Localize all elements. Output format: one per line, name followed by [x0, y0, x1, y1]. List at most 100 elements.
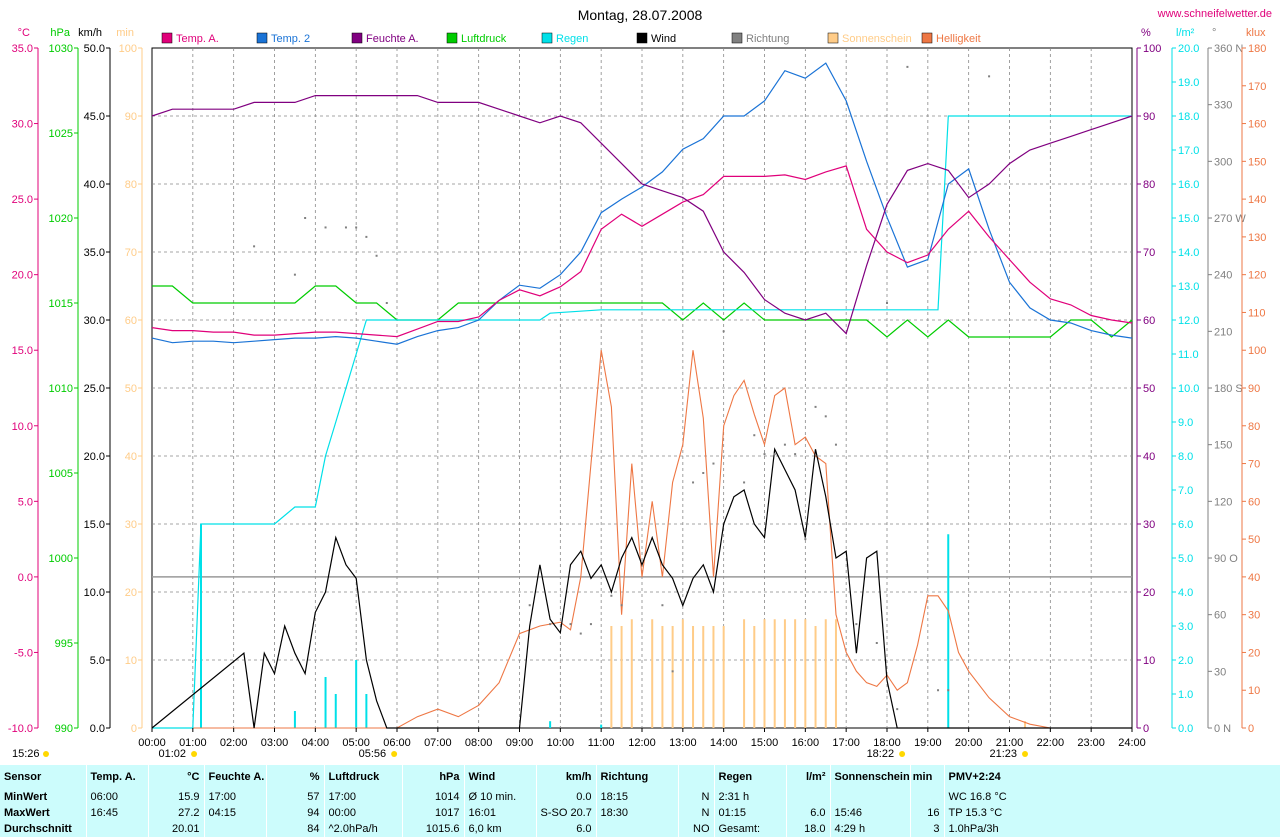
summary-cell: 2:31 h	[713, 789, 786, 805]
right-axis-tick-label: 13.0	[1178, 281, 1199, 293]
summary-cell: 01:15	[713, 805, 786, 821]
right-axis-tick-label: 9.0	[1178, 417, 1193, 429]
right-axis-tick-label: 14.0	[1178, 247, 1199, 259]
summary-cell: N	[677, 789, 714, 805]
summary-row: MaxWert 16:45 27.2 04:15 94 00:00 1017 16:01 S-S…	[0, 805, 1280, 821]
left-axis-tick-label: 10.0	[84, 587, 105, 599]
summary-cell: 6.0	[785, 805, 830, 821]
right-axis-tick-label: 170	[1248, 81, 1266, 93]
summary-cell: Gesamt:	[713, 821, 786, 837]
astro-time-label: 15:26	[12, 748, 40, 760]
direction-point	[988, 75, 991, 78]
legend-label: Wind	[651, 33, 676, 45]
right-axis-tick-label: 110	[1248, 307, 1266, 319]
right-axis-tick-label: 0	[1248, 723, 1254, 735]
right-axis-tick-label: 8.0	[1178, 451, 1193, 463]
right-axis-tick-label: 40	[1143, 451, 1155, 463]
summary-cell: MinWert	[4, 791, 48, 803]
direction-point	[937, 689, 940, 692]
legend-swatch	[161, 32, 173, 44]
left-axis-tick-label: 30.0	[84, 315, 105, 327]
left-axis-tick-label: 20	[125, 587, 137, 599]
left-axis-tick-label: 1005	[49, 468, 73, 480]
summary-cell: 3	[909, 821, 944, 837]
x-axis-tick-label: 10:00	[547, 737, 575, 749]
left-axis-tick-label: 1010	[49, 383, 73, 395]
left-axis-tick-label: 10	[125, 655, 137, 667]
right-axis-tick-label: 50	[1143, 383, 1155, 395]
direction-point	[702, 472, 705, 474]
direction-point	[344, 226, 347, 229]
right-axis-tick-label: 70	[1248, 459, 1260, 471]
right-axis-tick-label: 17.0	[1178, 145, 1199, 157]
legend: Temp. A. Temp. 2 Feuchte A. Luftdruck Regen W…	[161, 32, 981, 45]
x-axis-tick-label: 01:00	[179, 737, 207, 749]
right-axis-tick-label: 240	[1214, 270, 1232, 282]
left-axis-tick-label: 990	[55, 723, 73, 735]
summary-cell	[203, 821, 266, 837]
x-axis-tick-label: 20:00	[955, 737, 983, 749]
left-axis-tick-label: -10.0	[8, 723, 33, 735]
summary-cell: 1014	[401, 789, 464, 805]
legend-label: Temp. 2	[271, 33, 310, 45]
summary-cell	[85, 821, 148, 837]
x-axis-tick-label: 09:00	[506, 737, 534, 749]
right-axis-tick-label: 60	[1143, 315, 1155, 327]
summary-cell: 17:00	[203, 789, 266, 805]
right-axis-tick-label: 330	[1214, 100, 1232, 112]
summary-cell	[909, 789, 944, 805]
left-axis-tick-label: 1030	[49, 43, 73, 55]
left-axis-tick-label: 25.0	[84, 383, 105, 395]
right-axis-tick-label: 40	[1248, 572, 1260, 584]
right-axis-tick-label: 90	[1248, 383, 1260, 395]
x-axis-tick-label: 18:00	[873, 737, 901, 749]
right-axis-tick-label: 3.0	[1178, 621, 1193, 633]
humidity-line	[151, 94, 1133, 335]
right-axis-tick-label: 270 W	[1214, 213, 1246, 225]
summary-header-row: Sensor Temp. A. °C Feuchte A.% Luftdruck hPa W…	[0, 765, 1280, 789]
x-axis-tick-label: 23:00	[1077, 737, 1105, 749]
website-link[interactable]: www.schneifelwetter.de	[1157, 8, 1272, 20]
right-axis-tick-label: 210	[1214, 326, 1232, 338]
summary-cell: 16:45	[85, 805, 148, 821]
summary-cell: 00:00	[323, 805, 402, 821]
right-axis-tick-label: 0.0	[1178, 723, 1193, 735]
right-axis-tick-label: 20	[1143, 587, 1155, 599]
astro-time-label: 01:02	[159, 748, 187, 760]
astro-time-label: 18:22	[867, 748, 895, 760]
astro-marker-icon	[1022, 751, 1029, 757]
summary-cell: %	[265, 765, 324, 789]
summary-cell: 1015.6	[401, 821, 464, 837]
summary-cell: 6,0 km	[463, 821, 536, 837]
legend-label: Feuchte A.	[366, 33, 419, 45]
direction-point	[620, 604, 623, 607]
rain-line	[152, 115, 1132, 729]
right-axis-tick-label: 180	[1248, 43, 1266, 55]
chart-title: Montag, 28.07.2008	[578, 7, 703, 23]
right-axis-tick-label: 100	[1143, 43, 1161, 55]
astro-marker-icon	[191, 751, 198, 757]
astro-marker-icon	[899, 751, 906, 757]
weather-chart: Montag, 28.07.2008 www.schneifelwetter.d…	[8, 7, 1272, 760]
summary-cell	[595, 821, 678, 837]
wind-line	[151, 447, 1132, 729]
direction-point	[324, 226, 327, 229]
left-axis-tick-label: 0.0	[18, 572, 33, 584]
left-axis-tick-label: 35.0	[84, 247, 105, 259]
left-axis-tick-label: 30	[125, 519, 137, 531]
right-axis-tick-label: 100	[1248, 345, 1266, 357]
right-axis-tick-label: 30	[1143, 519, 1155, 531]
summary-cell: Luftdruck	[323, 765, 402, 789]
summary-cell	[829, 789, 910, 805]
left-axis-tick-label: -5.0	[14, 647, 33, 659]
summary-cell: 57	[265, 789, 324, 805]
left-axis-tick-label: 50	[125, 383, 137, 395]
right-axis-tick-label: 60	[1248, 496, 1260, 508]
tempa-line	[151, 165, 1133, 338]
summary-cell: km/h	[535, 765, 596, 789]
direction-point	[753, 434, 756, 437]
right-axis-tick-label: 90	[1143, 111, 1155, 123]
summary-row: Durchschnitt 20.01 84 ^2.0hPa/h 1015.6 6,0 km…	[0, 821, 1280, 837]
legend-swatch	[921, 32, 933, 44]
summary-cell	[677, 765, 714, 789]
